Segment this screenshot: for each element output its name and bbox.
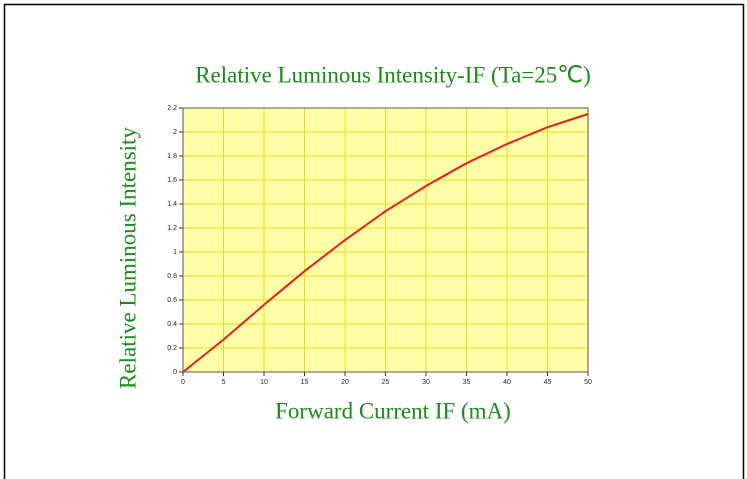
x-tick-label: 30	[422, 379, 430, 386]
y-tick-label: 1.2	[167, 225, 177, 232]
y-axis-label: Relative Luminous Intensity	[115, 127, 140, 389]
x-tick-label: 15	[301, 379, 309, 386]
y-tick-label: 0.4	[167, 321, 177, 328]
x-tick-label: 35	[463, 379, 471, 386]
x-tick-label: 10	[260, 379, 268, 386]
x-tick-label: 40	[503, 379, 511, 386]
data-line	[182, 113, 589, 373]
y-tick-label: 2.2	[167, 105, 177, 112]
x-tick-label: 25	[382, 379, 390, 386]
x-tick-label: 50	[584, 379, 592, 386]
x-tick-label: 45	[544, 379, 552, 386]
x-tick-label: 20	[341, 379, 349, 386]
y-tick-label: 1.4	[167, 201, 177, 208]
x-tick-label: 5	[222, 379, 226, 386]
y-tick-label: 0.8	[167, 273, 177, 280]
x-axis-label: Forward Current IF (mA)	[275, 398, 511, 423]
y-tick-label: 0.6	[167, 297, 177, 304]
y-tick-label: 1	[173, 249, 177, 256]
y-tick-label: 0.2	[167, 345, 177, 352]
chart-title: Relative Luminous Intensity-IF (Ta=25℃)	[195, 62, 591, 87]
y-tick-label: 1.8	[167, 153, 177, 160]
y-tick-label: 1.6	[167, 177, 177, 184]
plot-border	[182, 107, 589, 373]
y-tick-label: 2	[173, 129, 177, 136]
y-tick-label: 0	[173, 369, 177, 376]
x-tick-label: 0	[181, 379, 185, 386]
